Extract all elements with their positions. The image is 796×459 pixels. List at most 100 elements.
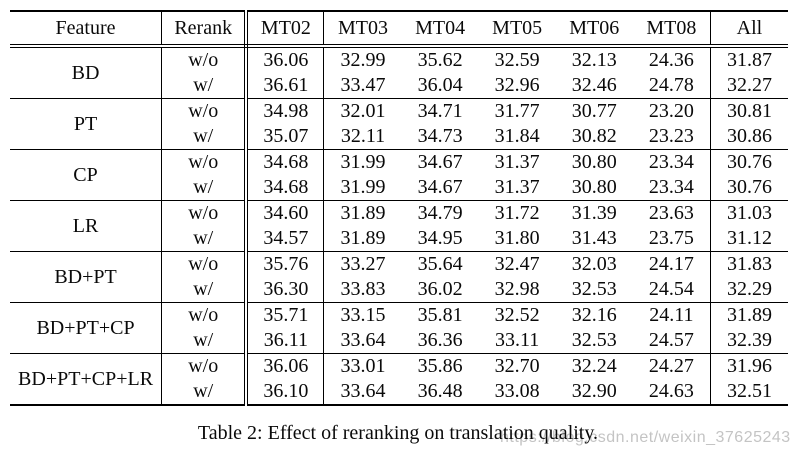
csdn-watermark: https://blog.csdn.net/weixin_37625243 [500, 429, 791, 446]
score-cell: 35.81 [417, 304, 463, 326]
score-cell: 32.13 [571, 49, 617, 71]
table-row: LR w/o 34.60 31.89 34.79 31.72 31.39 23.… [10, 200, 788, 252]
score-cell: 32.46 [571, 74, 617, 96]
score-cell: 36.04 [417, 74, 463, 96]
score-cell: 24.17 [632, 251, 711, 277]
rerank-cell: w/o [161, 98, 249, 124]
group-bd-pt: BD+PT w/o 35.76 33.27 35.64 32.47 32.03 … [10, 251, 788, 303]
table-row: BD+PT+CP w/o 35.71 33.15 35.81 32.52 32.… [10, 302, 788, 354]
score-cell: 32.47 [494, 253, 540, 275]
score-cell: 35.62 [417, 49, 463, 71]
score-cell: 34.73 [417, 125, 463, 147]
group-bd-pt-cp-lr: BD+PT+CP+LR w/o 36.06 33.01 35.86 32.70 … [10, 353, 788, 405]
table-row: w/ 34.68 31.99 34.67 31.37 30.80 23.34 3… [10, 175, 788, 201]
score-cell: 31.89 [340, 202, 386, 224]
score-cell: 31.89 [726, 304, 772, 326]
score-cell: 31.77 [494, 100, 540, 122]
score-cell: 34.95 [417, 227, 463, 249]
score-cell: 33.64 [340, 329, 386, 351]
header-feature: Feature [10, 11, 163, 48]
score-cell: 30.86 [726, 125, 772, 147]
table-row: w/ 36.61 33.47 36.04 32.96 32.46 24.78 3… [10, 73, 788, 99]
score-cell: 30.80 [571, 176, 617, 198]
group-lr: LR w/o 34.60 31.89 34.79 31.72 31.39 23.… [10, 200, 788, 252]
score-cell: 32.99 [340, 49, 386, 71]
score-cell: 23.23 [632, 124, 711, 150]
rerank-cell: w/o [161, 46, 249, 73]
score-cell: 32.53 [571, 329, 617, 351]
score-cell: 31.12 [726, 227, 772, 249]
score-cell: 31.80 [494, 227, 540, 249]
score-cell: 34.68 [246, 175, 325, 201]
score-cell: 35.76 [246, 251, 325, 277]
score-cell: 36.61 [246, 73, 325, 99]
table-row: BD+PT w/o 35.76 33.27 35.64 32.47 32.03 … [10, 251, 788, 303]
score-cell: 24.78 [632, 73, 711, 99]
score-cell: 32.70 [494, 355, 540, 377]
table-caption: Table 2: Effect of reranking on translat… [197, 422, 599, 444]
group-pt: PT w/o 34.98 32.01 34.71 31.77 30.77 23.… [10, 98, 788, 150]
table-row: PT w/o 34.98 32.01 34.71 31.77 30.77 23.… [10, 98, 788, 150]
header-mt03: MT03 [323, 11, 402, 48]
score-cell: 24.54 [632, 277, 711, 303]
header-row: Feature Rerank MT02 MT03 MT04 MT05 MT06 … [10, 11, 788, 48]
score-cell: 36.06 [246, 46, 325, 73]
feature-cell: BD [10, 46, 163, 99]
score-cell: 36.30 [246, 277, 325, 303]
score-cell: 32.03 [571, 253, 617, 275]
table-row: w/ 36.30 33.83 36.02 32.98 32.53 24.54 3… [10, 277, 788, 303]
score-cell: 35.64 [417, 253, 463, 275]
rerank-cell: w/ [161, 379, 249, 405]
table-row: w/ 35.07 32.11 34.73 31.84 30.82 23.23 3… [10, 124, 788, 150]
score-cell: 31.37 [494, 176, 540, 198]
score-cell: 24.36 [632, 46, 711, 73]
score-cell: 32.52 [494, 304, 540, 326]
score-cell: 34.71 [417, 100, 463, 122]
header-rerank: Rerank [161, 11, 249, 48]
score-cell: 24.27 [632, 353, 711, 379]
score-cell: 36.06 [246, 353, 325, 379]
score-cell: 24.63 [632, 379, 711, 405]
score-cell: 33.47 [340, 74, 386, 96]
score-cell: 34.67 [417, 176, 463, 198]
header-mt06: MT06 [555, 11, 633, 48]
score-cell: 23.63 [632, 200, 711, 226]
score-cell: 31.99 [340, 176, 386, 198]
group-bd-pt-cp: BD+PT+CP w/o 35.71 33.15 35.81 32.52 32.… [10, 302, 788, 354]
rerank-cell: w/o [161, 200, 249, 226]
score-cell: 33.27 [340, 253, 386, 275]
score-cell: 23.75 [632, 226, 711, 252]
score-cell: 31.96 [726, 355, 772, 377]
feature-cell: BD+PT+CP [10, 302, 163, 354]
feature-cell: PT [10, 98, 163, 150]
score-cell: 31.39 [571, 202, 617, 224]
score-cell: 24.11 [632, 302, 711, 328]
score-cell: 32.39 [726, 329, 772, 351]
table-row: w/ 36.11 33.64 36.36 33.11 32.53 24.57 3… [10, 328, 788, 354]
table-row: BD w/o 36.06 32.99 35.62 32.59 32.13 24.… [10, 46, 788, 99]
score-cell: 33.11 [495, 329, 540, 351]
rerank-cell: w/o [161, 251, 249, 277]
score-cell: 31.84 [494, 125, 540, 147]
score-cell: 23.34 [632, 175, 711, 201]
score-cell: 30.76 [726, 151, 772, 173]
score-cell: 32.11 [340, 125, 386, 147]
table-row: w/ 36.10 33.64 36.48 33.08 32.90 24.63 3… [10, 379, 788, 405]
header-mt02: MT02 [246, 11, 325, 48]
score-cell: 34.67 [417, 151, 463, 173]
score-cell: 36.11 [246, 328, 325, 354]
score-cell: 31.37 [494, 151, 540, 173]
rerank-cell: w/ [161, 124, 249, 150]
table-row: CP w/o 34.68 31.99 34.67 31.37 30.80 23.… [10, 149, 788, 201]
group-bd: BD w/o 36.06 32.99 35.62 32.59 32.13 24.… [10, 46, 788, 99]
score-cell: 36.36 [417, 329, 463, 351]
feature-cell: BD+PT [10, 251, 163, 303]
score-cell: 31.83 [726, 253, 772, 275]
score-cell: 32.90 [571, 380, 617, 402]
score-cell: 31.03 [726, 202, 772, 224]
score-cell: 35.86 [417, 355, 463, 377]
score-cell: 33.15 [340, 304, 386, 326]
score-cell: 32.01 [340, 100, 386, 122]
score-cell: 32.29 [726, 278, 772, 300]
rerank-cell: w/o [161, 302, 249, 328]
